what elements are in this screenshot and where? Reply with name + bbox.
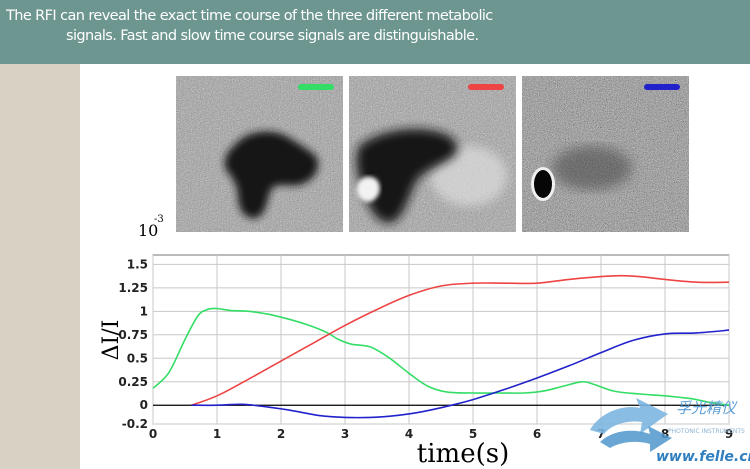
microscopy-image-red bbox=[349, 76, 516, 232]
series-line-blue bbox=[191, 329, 730, 419]
header-line-1: The RFI can reveal the exact time course… bbox=[6, 8, 493, 24]
header-banner: The RFI can reveal the exact time course… bbox=[0, 0, 750, 64]
y-tick-label: 0 bbox=[140, 398, 148, 412]
color-marker-red bbox=[468, 84, 504, 90]
x-tick-label: 8 bbox=[661, 427, 669, 441]
y-tick-label: 0.75 bbox=[118, 328, 148, 342]
microscopy-image-green bbox=[176, 76, 343, 232]
watermark-url: www.felle.cn bbox=[656, 449, 750, 465]
x-tick-label: 6 bbox=[533, 427, 541, 441]
y-tick-label: 1 bbox=[140, 304, 148, 318]
color-marker-green bbox=[298, 84, 334, 90]
y-tick-labels: 1.5 1.25 1 0.75 0.5 0.25 0 -0.2 bbox=[118, 257, 148, 431]
x-tick-label: 1 bbox=[213, 427, 221, 441]
x-tick-label: 5 bbox=[469, 427, 477, 441]
arrow-icon bbox=[590, 398, 668, 434]
plot-area bbox=[152, 254, 730, 425]
watermark-cn-text: 孚光精仪 bbox=[676, 399, 738, 417]
x-axis-label: time(s) bbox=[417, 439, 509, 469]
x-tick-label: 3 bbox=[341, 427, 349, 441]
microscopy-image-blue bbox=[522, 76, 689, 232]
y-axis-label: ΔI/I bbox=[99, 320, 124, 361]
y-tick-label: 1.5 bbox=[127, 257, 148, 271]
y-tick-label: 0.5 bbox=[127, 351, 148, 365]
series-lines bbox=[152, 274, 730, 419]
header-line-2: signals. Fast and slow time course signa… bbox=[66, 28, 479, 44]
x-tick-labels: 0 1 2 3 4 5 6 7 8 9 bbox=[149, 427, 733, 441]
x-tick-label: 0 bbox=[149, 427, 157, 441]
watermark-en-text: PHOTONIC INSTRUMENTS bbox=[668, 428, 745, 435]
y-tick-label: -0.2 bbox=[122, 417, 148, 431]
x-tick-label: 2 bbox=[277, 427, 285, 441]
y-exponent-power: -3 bbox=[154, 214, 164, 225]
y-tick-label: 0.25 bbox=[118, 375, 148, 389]
color-marker-blue bbox=[644, 84, 680, 90]
x-tick-label: 4 bbox=[405, 427, 413, 441]
x-tick-label: 7 bbox=[597, 427, 605, 441]
y-tick-label: 1.25 bbox=[118, 281, 148, 295]
series-line-red bbox=[191, 274, 730, 406]
series-line-green bbox=[152, 307, 730, 406]
y-exponent-base: 10 bbox=[138, 221, 158, 240]
x-tick-label: 9 bbox=[725, 427, 733, 441]
arrow-icon-lower bbox=[600, 426, 672, 452]
